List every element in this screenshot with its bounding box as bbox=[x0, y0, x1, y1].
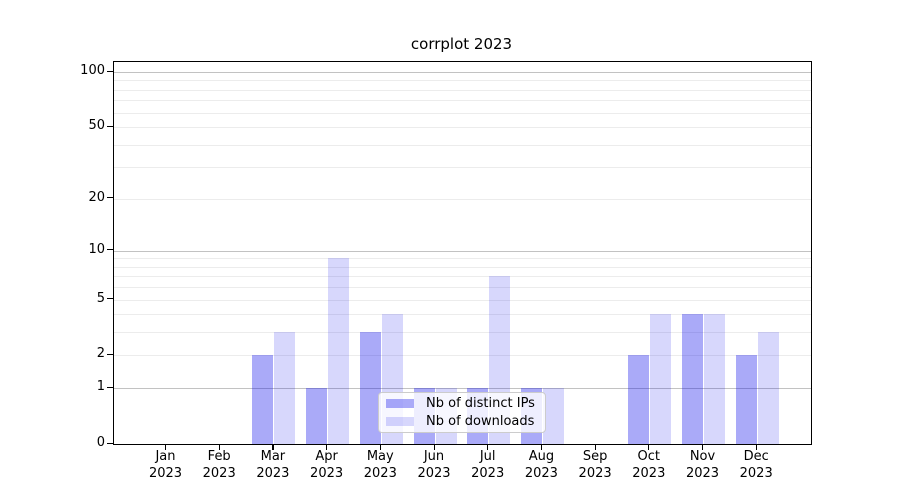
gridline-minor bbox=[114, 314, 811, 316]
x-tick-label: Jun 2023 bbox=[417, 449, 451, 481]
gridline-minor bbox=[114, 287, 811, 289]
legend-swatch-downloads-icon bbox=[386, 417, 414, 426]
y-tick-mark bbox=[107, 353, 113, 356]
y-tick-mark bbox=[107, 70, 113, 72]
y-tick-label: 2 bbox=[96, 346, 105, 362]
bar-nb-of-distinct-ips bbox=[628, 355, 650, 444]
x-tick-label: Nov 2023 bbox=[685, 449, 720, 481]
plot-area bbox=[113, 61, 812, 445]
y-tick-label: 50 bbox=[88, 118, 105, 134]
gridline-minor bbox=[114, 80, 811, 82]
bar-nb-of-distinct-ips bbox=[735, 355, 757, 444]
y-tick-mark bbox=[107, 197, 113, 199]
gridline-minor bbox=[114, 112, 811, 114]
gridline-minor bbox=[114, 332, 811, 334]
chart-title: corrplot 2023 bbox=[410, 35, 513, 53]
x-tick-mark bbox=[272, 444, 274, 450]
gridline-major bbox=[114, 388, 811, 390]
gridline-minor bbox=[114, 167, 811, 169]
legend-label-downloads: Nb of downloads bbox=[426, 414, 535, 429]
bar-nb-of-downloads bbox=[704, 314, 725, 444]
bar-nb-of-downloads bbox=[328, 258, 350, 444]
gridline-minor bbox=[114, 198, 811, 200]
gridline-minor bbox=[114, 127, 811, 129]
legend-item-distinct-ips: Nb of distinct IPs bbox=[386, 396, 538, 411]
x-tick-mark bbox=[326, 444, 328, 450]
bar-nb-of-downloads bbox=[757, 332, 779, 444]
x-tick-label: Apr 2023 bbox=[310, 449, 344, 481]
bar-nb-of-distinct-ips bbox=[306, 388, 328, 444]
x-tick-mark bbox=[165, 444, 167, 450]
bar-nb-of-downloads bbox=[542, 388, 564, 444]
bar-nb-of-distinct-ips bbox=[682, 314, 703, 444]
x-tick-label: Dec 2023 bbox=[739, 449, 773, 481]
x-tick-label: Oct 2023 bbox=[632, 449, 666, 481]
x-tick-mark bbox=[755, 444, 757, 450]
gridline-minor bbox=[114, 299, 811, 301]
y-tick-label: 1 bbox=[96, 379, 105, 395]
y-tick-label: 20 bbox=[88, 189, 105, 205]
x-tick-mark bbox=[433, 444, 435, 450]
gridline-minor bbox=[114, 276, 811, 278]
x-tick-label: Aug 2023 bbox=[524, 449, 558, 481]
legend-item-downloads: Nb of downloads bbox=[386, 414, 538, 429]
legend: Nb of distinct IPs Nb of downloads bbox=[378, 392, 546, 433]
x-tick-mark bbox=[218, 444, 220, 450]
legend-swatch-distinct-ips-icon bbox=[386, 399, 414, 408]
x-tick-label: Jul 2023 bbox=[471, 449, 505, 481]
y-tick-mark bbox=[107, 298, 113, 300]
gridline-minor bbox=[114, 355, 811, 357]
x-tick-mark bbox=[379, 444, 381, 450]
gridline-minor bbox=[114, 258, 811, 260]
x-tick-mark bbox=[594, 444, 596, 450]
gridline-major bbox=[114, 72, 811, 73]
bar-nb-of-distinct-ips bbox=[359, 332, 381, 444]
gridline-minor bbox=[114, 266, 811, 268]
bar-nb-of-distinct-ips bbox=[252, 355, 274, 444]
bar-nb-of-downloads bbox=[274, 332, 296, 444]
x-tick-label: Jan 2023 bbox=[148, 449, 183, 481]
x-tick-label: Sep 2023 bbox=[578, 449, 612, 481]
gridline-minor bbox=[114, 100, 811, 102]
x-tick-label: Feb 2023 bbox=[202, 449, 236, 481]
x-tick-mark bbox=[702, 444, 704, 450]
x-tick-mark bbox=[648, 444, 650, 450]
y-tick-mark bbox=[107, 442, 113, 444]
gridline-minor bbox=[114, 144, 811, 146]
x-tick-mark bbox=[540, 444, 543, 450]
y-tick-mark bbox=[107, 386, 113, 388]
x-tick-mark bbox=[487, 444, 489, 450]
y-tick-mark bbox=[107, 125, 113, 127]
legend-label-distinct-ips: Nb of distinct IPs bbox=[426, 396, 535, 411]
x-tick-label: May 2023 bbox=[363, 449, 397, 481]
y-tick-mark bbox=[107, 249, 113, 251]
bar-nb-of-downloads bbox=[650, 314, 672, 444]
gridline-major bbox=[114, 250, 811, 252]
y-tick-label: 100 bbox=[80, 63, 105, 78]
y-tick-label: 5 bbox=[96, 290, 105, 306]
x-tick-label: Mar 2023 bbox=[256, 449, 290, 481]
y-tick-label: 0 bbox=[96, 435, 105, 450]
y-tick-label: 10 bbox=[88, 241, 105, 257]
gridline-minor bbox=[114, 89, 811, 91]
